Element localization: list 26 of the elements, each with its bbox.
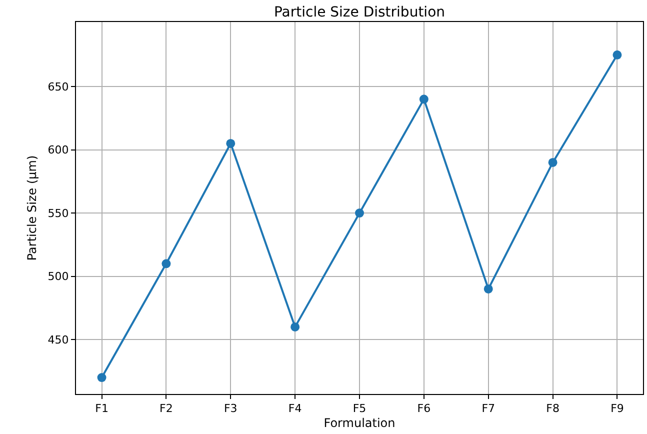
point [612, 50, 622, 60]
point [419, 94, 428, 104]
point [484, 284, 493, 294]
x-tick-label: F8 [546, 402, 560, 416]
y-tick-label: 550 [48, 206, 69, 220]
x-tick-label: F7 [482, 402, 496, 416]
y-axis-title: Particle Size (µm) [25, 155, 40, 261]
y-tick-label: 650 [48, 80, 69, 94]
x-tick-label: F2 [160, 402, 173, 416]
x-tick-label: F4 [288, 402, 302, 416]
x-tick-label: F6 [417, 402, 431, 416]
x-tick-label: F1 [95, 402, 108, 416]
x-axis-title: Formulation [324, 416, 396, 430]
point [162, 259, 171, 268]
y-tick-label: 450 [48, 333, 69, 346]
y-tick-label: 500 [48, 270, 69, 284]
x-tick-label: F9 [610, 402, 624, 416]
point [548, 158, 558, 167]
x-tick-label: F5 [352, 402, 366, 416]
y-tick-label: 600 [48, 144, 69, 157]
chart-title: Particle Size Distribution [274, 4, 446, 20]
x-tick-label: F3 [224, 402, 238, 416]
point [290, 322, 300, 332]
point [97, 373, 106, 382]
point [355, 208, 364, 218]
point [226, 138, 236, 148]
